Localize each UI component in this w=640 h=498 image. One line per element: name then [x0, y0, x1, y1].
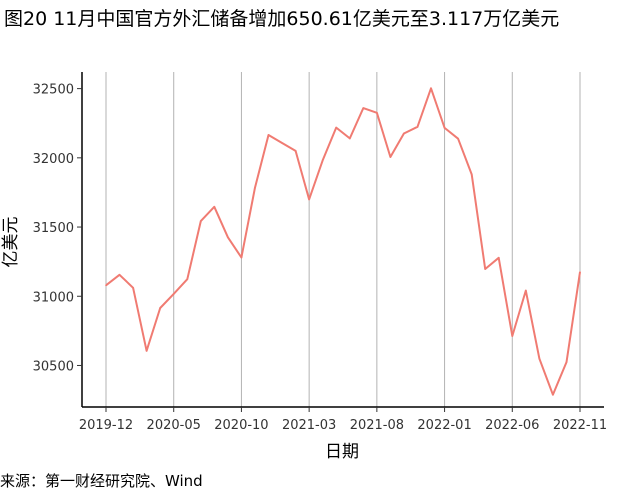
- x-tick-label: 2021-03: [282, 418, 336, 433]
- data-point-2022-08: [538, 357, 541, 360]
- data-point-2022-09: [552, 393, 554, 396]
- data-point-2022-02: [457, 137, 459, 140]
- data-point-2021-11: [416, 126, 419, 128]
- data-point-2021-12: [430, 87, 432, 90]
- data-point-2020-10: [240, 256, 243, 259]
- y-axis-title: 亿美元: [1, 217, 21, 268]
- data-point-2021-06: [348, 137, 351, 140]
- data-point-2021-03: [308, 198, 310, 201]
- y-axis-ticks: 30500 31000 31500 32000 32500: [33, 83, 82, 374]
- x-tick-label: 2020-05: [147, 418, 201, 433]
- data-point-2020-11: [254, 186, 256, 189]
- data-point-2022-04: [484, 268, 487, 270]
- y-tick-label: 32000: [33, 152, 74, 167]
- data-point-2020-03: [145, 349, 148, 352]
- x-tick-label: 2019-12: [79, 418, 133, 433]
- x-axis-ticks: 2019-12 2020-05 2020-10 2021-03 2021-08 2022-…: [79, 407, 607, 433]
- x-axis-title: 日期: [325, 442, 359, 462]
- data-point-2020-05: [172, 293, 175, 295]
- y-tick-label: 30500: [33, 359, 74, 374]
- data-point-2020-06: [186, 278, 189, 281]
- data-point-2020-12: [267, 134, 270, 136]
- data-point-2022-06: [511, 335, 514, 337]
- data-point-2021-09: [389, 156, 392, 158]
- data-point-2021-08: [376, 112, 378, 114]
- x-tick-label: 2020-10: [214, 418, 268, 433]
- source-note: 来源：第一财经研究院、Wind: [0, 472, 203, 490]
- x-tick-label: 2022-01: [417, 418, 471, 433]
- data-point-2021-02: [294, 150, 297, 152]
- data-point-2020-02: [132, 287, 134, 289]
- chart-title: 图20 11月中国官方外汇储备增加650.61亿美元至3.117万亿美元: [4, 8, 560, 30]
- series-line: [105, 87, 581, 396]
- data-point-2021-10: [403, 132, 405, 135]
- data-point-2020-08: [213, 206, 216, 208]
- x-tick-label: 2022-06: [485, 418, 539, 433]
- vertical-gridlines: [105, 72, 581, 407]
- data-point-2022-11: [579, 271, 581, 273]
- axes: [81, 72, 604, 408]
- series-group: [105, 87, 581, 396]
- data-point-2022-07: [525, 289, 527, 292]
- data-point-2022-10: [565, 361, 568, 363]
- data-point-2021-01: [281, 142, 283, 144]
- data-point-2022-05: [497, 256, 500, 259]
- line-chart: 30500 31000 31500 32000 32500 2019-12 2020-05…: [1, 72, 607, 462]
- data-point-2020-04: [159, 307, 161, 309]
- data-point-2022-01: [443, 127, 446, 129]
- data-point-2021-04: [321, 159, 324, 162]
- y-tick-label: 32500: [33, 83, 74, 98]
- x-tick-label: 2021-08: [350, 418, 404, 433]
- data-point-2019-12: [105, 284, 107, 287]
- data-point-2022-03: [470, 173, 473, 176]
- y-tick-label: 31000: [33, 290, 74, 305]
- data-point-2020-09: [227, 236, 229, 239]
- data-point-2020-07: [200, 220, 202, 222]
- y-tick-label: 31500: [33, 221, 74, 236]
- data-point-2021-05: [335, 126, 338, 129]
- data-point-2021-07: [362, 107, 365, 109]
- data-point-2020-01: [118, 273, 121, 276]
- x-tick-label: 2022-11: [553, 418, 607, 433]
